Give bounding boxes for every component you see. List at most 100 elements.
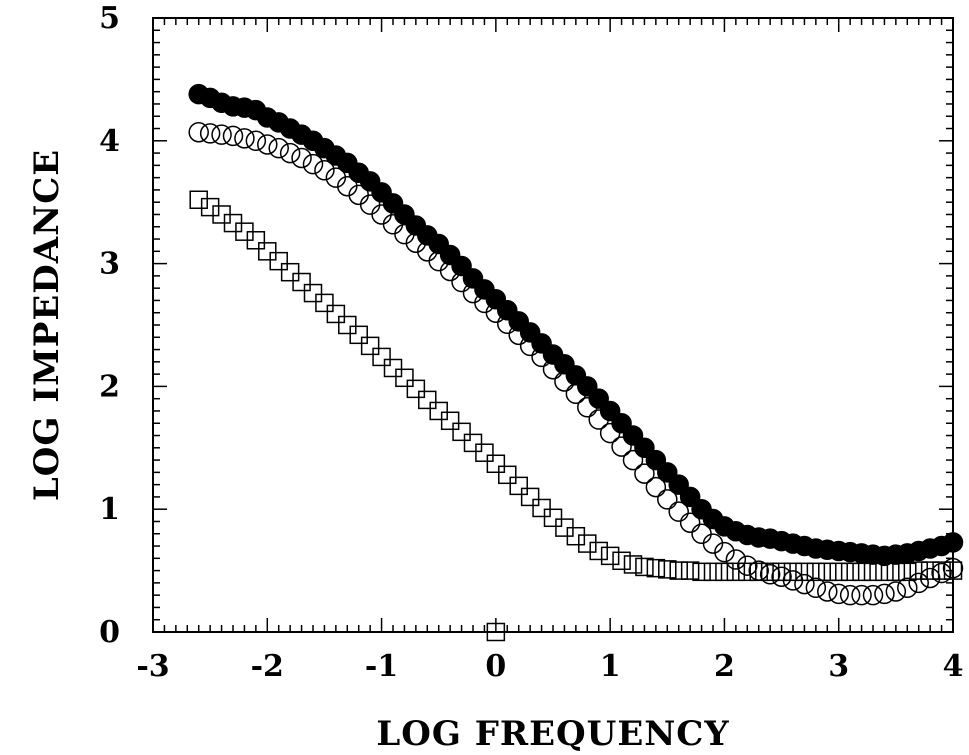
axis-ticks xyxy=(152,17,954,633)
open-square-point xyxy=(532,498,551,518)
open-circle-point xyxy=(199,123,221,144)
open-square-point xyxy=(475,443,494,462)
open-circle-point xyxy=(862,584,884,606)
open-circle-point xyxy=(554,371,575,392)
open-square-point xyxy=(452,422,471,442)
open-square-point xyxy=(852,562,871,582)
open-square-point xyxy=(795,562,814,582)
open-circle-point xyxy=(291,147,312,169)
open-circle-point xyxy=(805,577,827,599)
open-circle-point xyxy=(257,134,278,155)
open-circle-point xyxy=(497,313,518,335)
open-square-point xyxy=(738,562,757,582)
open-square-point xyxy=(646,558,666,578)
open-circle-point xyxy=(245,130,267,152)
open-square-point xyxy=(383,358,403,378)
x-axis-title: LOG FREQUENCY xyxy=(376,714,729,754)
open-square-point xyxy=(829,562,848,582)
open-circle-point xyxy=(599,422,621,444)
open-circle-point xyxy=(817,581,838,602)
y-tick-label: 0 xyxy=(99,615,120,650)
open-square-point xyxy=(875,562,894,582)
open-square-point xyxy=(498,465,517,485)
open-circle-point xyxy=(908,572,929,594)
open-square-point xyxy=(418,390,437,410)
open-circle-point xyxy=(725,549,747,570)
open-square-point xyxy=(886,562,906,582)
y-tick-label: 5 xyxy=(99,1,120,36)
open-square-point xyxy=(840,562,860,582)
open-square-point xyxy=(760,562,780,582)
open-circle-point xyxy=(188,121,209,143)
open-circle-point xyxy=(234,128,255,149)
open-square-point xyxy=(589,541,608,561)
x-tick-label: 0 xyxy=(485,649,506,684)
open-circle-point xyxy=(542,358,564,380)
open-square-point xyxy=(520,487,540,507)
open-square-point xyxy=(692,562,711,582)
open-circle-point xyxy=(874,583,895,605)
y-axis-title: LOG IMPEDANCE xyxy=(27,149,67,501)
open-circle-point xyxy=(268,137,289,159)
open-circle-point xyxy=(714,541,735,563)
open-circle-point xyxy=(679,512,701,533)
open-square-point xyxy=(269,251,288,271)
open-square-point xyxy=(303,283,323,303)
open-circle-point xyxy=(485,302,507,323)
open-square-point xyxy=(909,561,928,580)
open-square-point xyxy=(566,526,586,546)
open-square-point xyxy=(292,272,311,292)
y-tick-label: 3 xyxy=(99,247,120,282)
open-circle-point xyxy=(222,125,244,147)
open-square-point xyxy=(669,561,688,580)
series-open-square xyxy=(189,190,963,642)
data-marks xyxy=(188,83,964,642)
open-square-point xyxy=(863,562,883,582)
open-square-point xyxy=(635,557,654,577)
open-circle-point xyxy=(302,153,324,175)
open-square-point xyxy=(818,562,837,582)
x-tick-label: 3 xyxy=(828,649,849,684)
open-square-point xyxy=(898,562,917,582)
series-open-circle xyxy=(188,121,964,606)
open-circle-point xyxy=(794,573,815,595)
open-circle-point xyxy=(611,436,632,457)
open-square-point xyxy=(189,190,208,209)
open-circle-point xyxy=(885,581,907,602)
open-square-point xyxy=(326,304,346,324)
x-tick-label: 4 xyxy=(943,649,964,684)
x-tick-label: -1 xyxy=(365,649,398,684)
open-circle-point xyxy=(634,463,655,484)
open-square-point xyxy=(360,336,380,356)
open-square-point xyxy=(772,562,791,582)
open-circle-point xyxy=(828,583,849,605)
open-circle-point xyxy=(931,562,952,584)
x-tick-label: -2 xyxy=(251,649,284,684)
open-circle-point xyxy=(645,476,667,498)
open-circle-point xyxy=(211,124,232,145)
open-square-point xyxy=(715,562,734,582)
open-circle-point xyxy=(508,324,529,346)
open-square-point xyxy=(509,476,528,496)
open-square-point xyxy=(486,454,506,474)
open-circle-point xyxy=(668,501,689,522)
x-tick-label: 2 xyxy=(714,649,735,684)
x-tick-label: 1 xyxy=(600,649,621,684)
open-circle-point xyxy=(851,584,872,606)
open-circle-point xyxy=(839,584,861,606)
open-square-point xyxy=(315,293,334,313)
open-square-point xyxy=(200,197,220,217)
y-tick-label: 2 xyxy=(99,369,120,404)
open-circle-point xyxy=(314,160,335,181)
open-square-point xyxy=(440,411,460,431)
open-circle-point xyxy=(657,489,678,510)
open-circle-point xyxy=(771,566,792,587)
open-square-point xyxy=(680,561,700,580)
open-square-point xyxy=(749,562,768,582)
open-circle-point xyxy=(439,260,461,282)
open-circle-point xyxy=(519,335,541,357)
open-square-point xyxy=(578,534,597,553)
open-circle-point xyxy=(759,564,781,585)
